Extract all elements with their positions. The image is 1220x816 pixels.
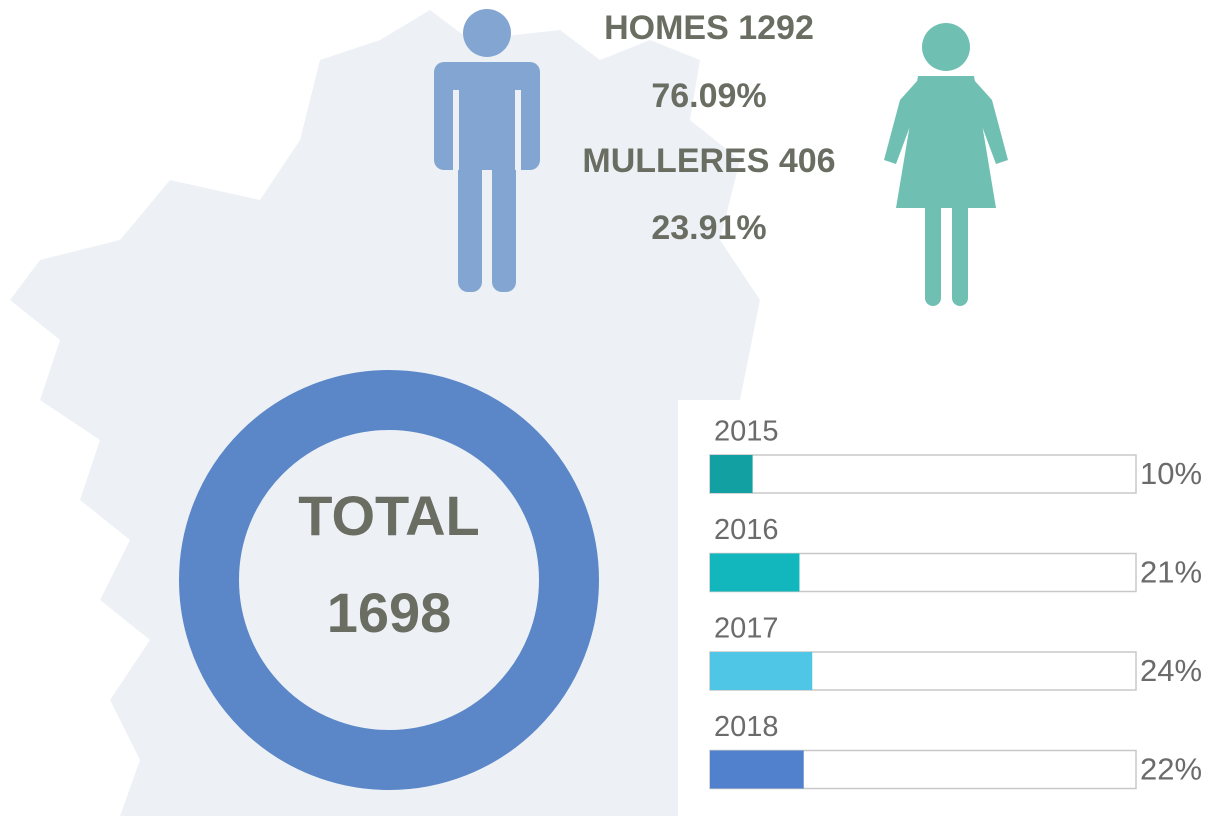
value-label: 10% bbox=[1140, 456, 1202, 491]
men-percent: 76.09% bbox=[651, 77, 766, 115]
year-label: 2016 bbox=[714, 514, 779, 546]
man-icon bbox=[434, 9, 540, 292]
bar-track bbox=[709, 454, 1137, 494]
year-label: 2018 bbox=[714, 711, 779, 743]
total-value: 1698 bbox=[327, 581, 452, 644]
year-label: 2017 bbox=[714, 613, 779, 645]
value-label: 21% bbox=[1140, 555, 1202, 590]
year-label: 2015 bbox=[714, 416, 779, 448]
woman-icon bbox=[884, 23, 1008, 306]
men-label: HOMES 1292 bbox=[604, 9, 814, 47]
women-label: MULLERES 406 bbox=[582, 142, 835, 180]
value-label: 24% bbox=[1140, 653, 1202, 688]
total-label: TOTAL bbox=[298, 484, 479, 547]
bar bbox=[710, 553, 800, 592]
bar bbox=[710, 455, 753, 493]
value-label: 22% bbox=[1140, 752, 1202, 787]
bar bbox=[710, 652, 813, 690]
total-ring bbox=[179, 370, 599, 790]
bar bbox=[710, 750, 804, 789]
arm-gap bbox=[515, 90, 521, 170]
women-percent: 23.91% bbox=[651, 209, 766, 247]
arm-gap bbox=[453, 90, 459, 170]
